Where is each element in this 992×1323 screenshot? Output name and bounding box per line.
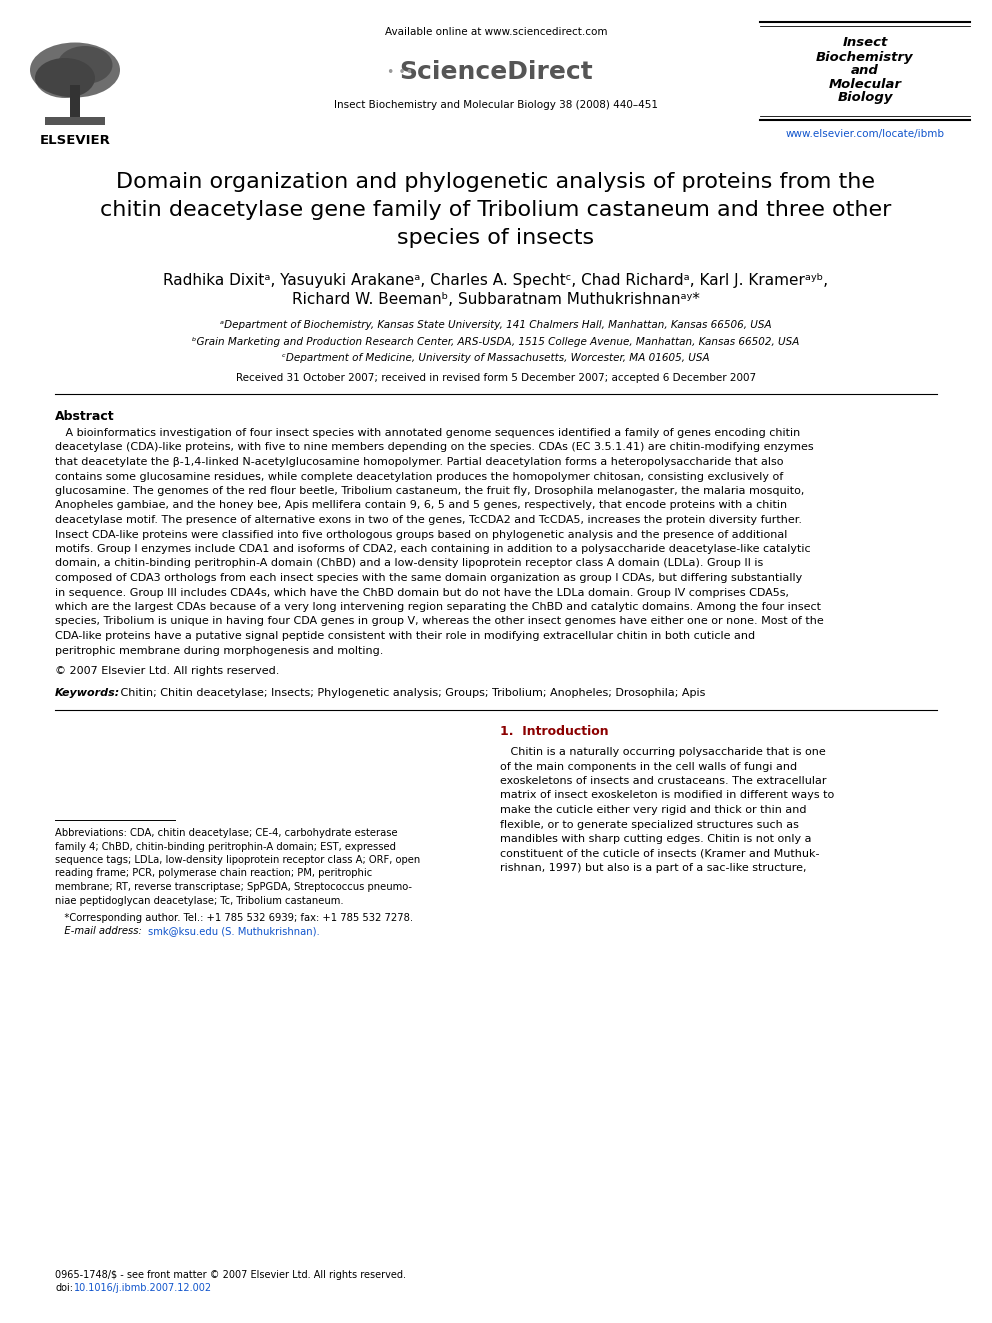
- Ellipse shape: [58, 46, 112, 83]
- Text: Richard W. Beemanᵇ, Subbaratnam Muthukrishnanᵃʸ*: Richard W. Beemanᵇ, Subbaratnam Muthukri…: [292, 292, 700, 307]
- Text: in sequence. Group III includes CDA4s, which have the ChBD domain but do not hav: in sequence. Group III includes CDA4s, w…: [55, 587, 789, 598]
- Text: 0965-1748/$ - see front matter © 2007 Elsevier Ltd. All rights reserved.: 0965-1748/$ - see front matter © 2007 El…: [55, 1270, 406, 1279]
- Text: CDA-like proteins have a putative signal peptide consistent with their role in m: CDA-like proteins have a putative signal…: [55, 631, 755, 642]
- Text: Abbreviations: CDA, chitin deacetylase; CE-4, carbohydrate esterase: Abbreviations: CDA, chitin deacetylase; …: [55, 828, 398, 837]
- Bar: [70, 85, 80, 120]
- Text: niae peptidoglycan deacetylase; Tc, Tribolium castaneum.: niae peptidoglycan deacetylase; Tc, Trib…: [55, 896, 343, 905]
- Text: of the main components in the cell walls of fungi and: of the main components in the cell walls…: [500, 762, 798, 771]
- Text: domain, a chitin-binding peritrophin-A domain (ChBD) and a low-density lipoprote: domain, a chitin-binding peritrophin-A d…: [55, 558, 763, 569]
- Text: membrane; RT, reverse transcriptase; SpPGDA, Streptococcus pneumo-: membrane; RT, reverse transcriptase; SpP…: [55, 882, 412, 892]
- Text: Insect CDA-like proteins were classified into five orthologous groups based on p: Insect CDA-like proteins were classified…: [55, 529, 788, 540]
- Ellipse shape: [30, 42, 120, 98]
- Bar: [45, 116, 105, 124]
- Text: flexible, or to generate specialized structures such as: flexible, or to generate specialized str…: [500, 819, 799, 830]
- Text: 10.1016/j.ibmb.2007.12.002: 10.1016/j.ibmb.2007.12.002: [74, 1283, 212, 1293]
- Text: Keywords:: Keywords:: [55, 688, 120, 699]
- Text: Abstract: Abstract: [55, 410, 115, 423]
- Text: Received 31 October 2007; received in revised form 5 December 2007; accepted 6 D: Received 31 October 2007; received in re…: [236, 373, 756, 382]
- Text: which are the largest CDAs because of a very long intervening region separating : which are the largest CDAs because of a …: [55, 602, 821, 613]
- Text: motifs. Group I enzymes include CDA1 and isoforms of CDA2, each containing in ad: motifs. Group I enzymes include CDA1 and…: [55, 544, 810, 554]
- Text: ScienceDirect: ScienceDirect: [399, 60, 593, 83]
- Text: rishnan, 1997) but also is a part of a sac-like structure,: rishnan, 1997) but also is a part of a s…: [500, 863, 806, 873]
- Text: matrix of insect exoskeleton is modified in different ways to: matrix of insect exoskeleton is modified…: [500, 791, 834, 800]
- Text: Chitin is a naturally occurring polysaccharide that is one: Chitin is a naturally occurring polysacc…: [500, 747, 825, 757]
- Text: E-mail address:: E-mail address:: [55, 926, 145, 937]
- Text: make the cuticle either very rigid and thick or thin and: make the cuticle either very rigid and t…: [500, 804, 806, 815]
- Text: smk@ksu.edu (S. Muthukrishnan).: smk@ksu.edu (S. Muthukrishnan).: [148, 926, 319, 937]
- Text: Radhika Dixitᵃ, Yasuyuki Arakaneᵃ, Charles A. Spechtᶜ, Chad Richardᵃ, Karl J. Kr: Radhika Dixitᵃ, Yasuyuki Arakaneᵃ, Charl…: [164, 273, 828, 287]
- Text: species, Tribolium is unique in having four CDA genes in group V, whereas the ot: species, Tribolium is unique in having f…: [55, 617, 823, 627]
- Text: doi:: doi:: [55, 1283, 73, 1293]
- Text: constituent of the cuticle of insects (Kramer and Muthuk-: constituent of the cuticle of insects (K…: [500, 848, 819, 859]
- Text: deacetylase (CDA)-like proteins, with five to nine members depending on the spec: deacetylase (CDA)-like proteins, with fi…: [55, 442, 813, 452]
- Text: that deacetylate the β-1,4-linked N-acetylglucosamine homopolymer. Partial deace: that deacetylate the β-1,4-linked N-acet…: [55, 456, 784, 467]
- Text: ᵇGrain Marketing and Production Research Center, ARS-USDA, 1515 College Avenue, : ᵇGrain Marketing and Production Research…: [192, 337, 800, 347]
- Text: Biochemistry: Biochemistry: [816, 50, 914, 64]
- Text: Insect: Insect: [842, 36, 888, 49]
- Text: Biology: Biology: [837, 91, 893, 105]
- Text: © 2007 Elsevier Ltd. All rights reserved.: © 2007 Elsevier Ltd. All rights reserved…: [55, 665, 280, 676]
- Text: ELSEVIER: ELSEVIER: [40, 134, 110, 147]
- Text: sequence tags; LDLa, low-density lipoprotein receptor class A; ORF, open: sequence tags; LDLa, low-density lipopro…: [55, 855, 421, 865]
- Text: 1.  Introduction: 1. Introduction: [500, 725, 609, 738]
- Ellipse shape: [35, 58, 95, 98]
- Text: • ••: • ••: [387, 66, 413, 78]
- Text: mandibles with sharp cutting edges. Chitin is not only a: mandibles with sharp cutting edges. Chit…: [500, 833, 811, 844]
- Text: Insect Biochemistry and Molecular Biology 38 (2008) 440–451: Insect Biochemistry and Molecular Biolog…: [334, 101, 658, 110]
- Text: www.elsevier.com/locate/ibmb: www.elsevier.com/locate/ibmb: [786, 130, 944, 139]
- Text: ᶜDepartment of Medicine, University of Massachusetts, Worcester, MA 01605, USA: ᶜDepartment of Medicine, University of M…: [282, 353, 710, 363]
- Text: A bioinformatics investigation of four insect species with annotated genome sequ: A bioinformatics investigation of four i…: [55, 429, 801, 438]
- Text: reading frame; PCR, polymerase chain reaction; PM, peritrophic: reading frame; PCR, polymerase chain rea…: [55, 868, 372, 878]
- Text: family 4; ChBD, chitin-binding peritrophin-A domain; EST, expressed: family 4; ChBD, chitin-binding peritroph…: [55, 841, 396, 852]
- Text: Available online at www.sciencedirect.com: Available online at www.sciencedirect.co…: [385, 26, 607, 37]
- Bar: [15, 34, 135, 146]
- Text: Domain organization and phylogenetic analysis of proteins from the: Domain organization and phylogenetic ana…: [116, 172, 876, 192]
- Text: glucosamine. The genomes of the red flour beetle, Tribolium castaneum, the fruit: glucosamine. The genomes of the red flou…: [55, 486, 805, 496]
- Text: ᵃDepartment of Biochemistry, Kansas State University, 141 Chalmers Hall, Manhatt: ᵃDepartment of Biochemistry, Kansas Stat…: [220, 320, 772, 329]
- Text: and: and: [851, 65, 879, 78]
- Text: *Corresponding author. Tel.: +1 785 532 6939; fax: +1 785 532 7278.: *Corresponding author. Tel.: +1 785 532 …: [55, 913, 413, 923]
- Text: Chitin; Chitin deacetylase; Insects; Phylogenetic analysis; Groups; Tribolium; A: Chitin; Chitin deacetylase; Insects; Phy…: [117, 688, 705, 699]
- Text: Anopheles gambiae, and the honey bee, Apis mellifera contain 9, 6, 5 and 5 genes: Anopheles gambiae, and the honey bee, Ap…: [55, 500, 787, 511]
- Text: contains some glucosamine residues, while complete deacetylation produces the ho: contains some glucosamine residues, whil…: [55, 471, 784, 482]
- Text: Molecular: Molecular: [828, 78, 902, 90]
- Text: exoskeletons of insects and crustaceans. The extracellular: exoskeletons of insects and crustaceans.…: [500, 777, 826, 786]
- Text: species of insects: species of insects: [398, 228, 594, 247]
- Text: peritrophic membrane during morphogenesis and molting.: peritrophic membrane during morphogenesi…: [55, 646, 383, 655]
- Text: deacetylase motif. The presence of alternative exons in two of the genes, TcCDA2: deacetylase motif. The presence of alter…: [55, 515, 802, 525]
- Text: chitin deacetylase gene family of Tribolium castaneum and three other: chitin deacetylase gene family of Tribol…: [100, 200, 892, 220]
- Text: composed of CDA3 orthologs from each insect species with the same domain organiz: composed of CDA3 orthologs from each ins…: [55, 573, 803, 583]
